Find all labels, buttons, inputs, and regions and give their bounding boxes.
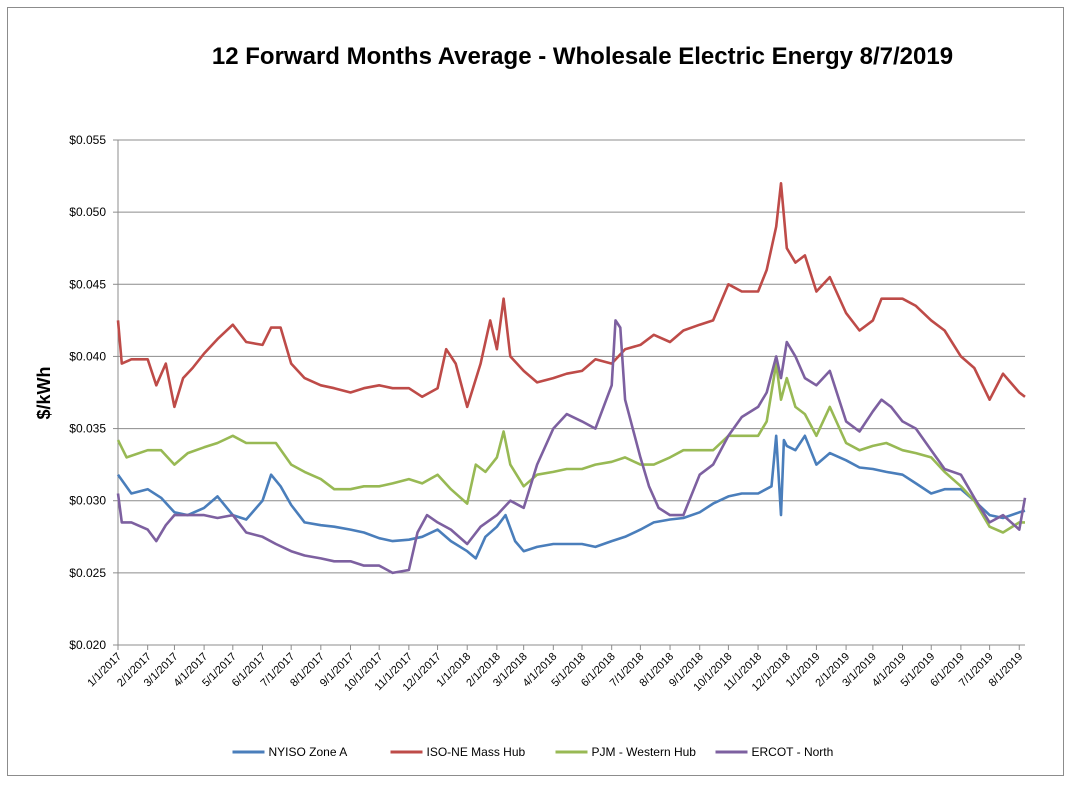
y-tick-label: $0.040 [69,349,106,363]
legend: NYISO Zone A ISO-NE Mass Hub PJM - Western… [232,745,834,759]
y-tick-label: $0.055 [69,133,106,147]
legend-label: ERCOT - North [752,745,834,759]
y-tick-label: $0.045 [69,277,106,291]
legend-label: PJM - Western Hub [592,745,697,759]
y-tick-label: $0.025 [69,566,106,580]
y-tick-label: $0.035 [69,422,106,436]
series-line-iso-ne-mass-hub [116,182,1026,409]
y-tick-label: $0.020 [69,638,106,652]
series-line-ercot-north [116,319,1027,575]
y-axis-label: $/kWh [34,366,54,419]
series-lines [116,182,1027,575]
legend-label: ISO-NE Mass Hub [427,745,526,759]
chart-frame [7,7,1064,776]
gridlines [118,139,1025,574]
axes: $0.020 $0.025 $0.030 $0.035 $0.040 $0.045 $0.0… [69,133,1025,694]
y-tick-label: $0.030 [69,494,106,508]
series-line-nyiso-zone-a [116,434,1026,560]
series-line-pjm-western-hub [116,362,1025,534]
chart-title: 12 Forward Months Average - Wholesale El… [211,43,954,70]
legend-label: NYISO Zone A [269,745,348,759]
y-tick-label: $0.050 [69,205,106,219]
